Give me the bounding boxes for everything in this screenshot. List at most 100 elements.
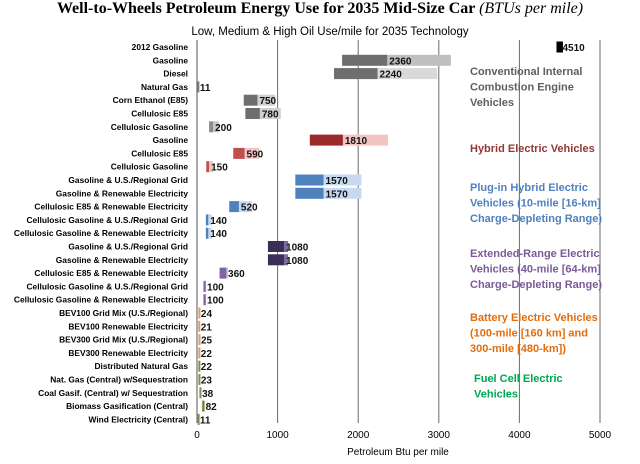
value-label: 21 <box>201 322 213 333</box>
category-label: Biomass Gasification (Central) <box>66 401 188 411</box>
bar-low-range <box>219 267 227 279</box>
bar-low-range <box>199 387 202 399</box>
value-label: 1810 <box>345 136 368 147</box>
category-label: Wind Electricity (Central) <box>88 414 188 424</box>
bar-high-range <box>208 227 212 239</box>
category-label: Cellulosic E85 <box>131 109 188 119</box>
category-label: Cellulosic E85 <box>131 148 188 158</box>
bar-low-range <box>198 374 201 385</box>
value-label: 150 <box>211 163 228 174</box>
value-label: 23 <box>201 376 213 387</box>
bar-high-range <box>284 241 289 252</box>
group-legend-label: Fuel Cell Electric Vehicles <box>474 373 563 401</box>
value-label: 360 <box>228 269 245 280</box>
category-label: Cellulosic E85 & Renewable Electricity <box>34 268 188 278</box>
category-label: Coal Gasif. (Central) w/ Sequestration <box>38 388 188 398</box>
value-label: 750 <box>259 96 276 107</box>
bar-low-range <box>198 360 201 372</box>
value-label: 1080 <box>286 256 309 267</box>
x-tick-label: 1000 <box>266 430 289 441</box>
value-label: 38 <box>202 389 214 400</box>
value-labels: 4510 2360 2240 11 750 780 200 1810 590 150 1570 157… <box>200 43 585 426</box>
category-label: Cellulosic Gasoline & Renewable Electric… <box>14 228 188 238</box>
value-label: 140 <box>210 216 227 227</box>
value-label: 200 <box>215 123 232 134</box>
category-label: Distributed Natural Gas <box>94 361 188 371</box>
category-label: Cellulosic Gasoline <box>111 122 189 132</box>
value-label: 520 <box>241 203 258 214</box>
bar-high-range <box>244 147 260 159</box>
group-legend-label: Conventional Internal Combustion Engine Ve… <box>470 66 582 109</box>
bar-low-range <box>209 121 214 133</box>
bar-high-range <box>205 294 207 306</box>
bar-high-range <box>203 400 206 412</box>
x-tick-label: 0 <box>194 430 200 441</box>
value-label: 4510 <box>563 43 586 54</box>
bar-high-range <box>560 41 563 53</box>
value-label: 2240 <box>380 70 403 81</box>
value-label: 1570 <box>326 189 349 200</box>
category-label: BEV300 Grid Mix (U.S./Regional) <box>59 335 188 345</box>
x-axis-title: Petroleum Btu per mile <box>347 447 449 458</box>
gridlines <box>196 40 601 423</box>
value-label: 11 <box>200 83 211 94</box>
category-label: Diesel <box>163 69 188 79</box>
category-label: Natural Gas <box>141 82 188 92</box>
category-label: Gasoline & U.S./Regional Grid <box>68 242 188 252</box>
bar-low-range <box>205 214 209 226</box>
value-label: 2360 <box>389 56 412 67</box>
category-label: Gasoline & U.S./Regional Grid <box>68 175 188 185</box>
x-tick-label: 2000 <box>347 430 370 441</box>
category-label: Cellulosic Gasoline & U.S./Regional Grid <box>27 281 189 291</box>
category-label: Cellulosic E85 & Renewable Electricity <box>34 202 188 212</box>
group-legend-label: Extended-Range Electric Vehicles (40-mile… <box>470 248 602 291</box>
x-tick-label: 5000 <box>589 430 612 441</box>
x-tick-labels: 0 1000 2000 3000 4000 5000 <box>194 430 611 441</box>
bar-high-range <box>226 267 228 279</box>
bar-high-range <box>205 280 207 292</box>
x-tick-label: 3000 <box>428 430 451 441</box>
bar-low-range <box>198 307 201 319</box>
value-label: 82 <box>206 402 218 413</box>
value-label: 140 <box>210 229 227 240</box>
value-label: 22 <box>201 362 213 373</box>
bar-low-range <box>202 400 205 412</box>
group-legend: Conventional Internal Combustion Engine Ve… <box>470 66 602 401</box>
bar-high-range <box>213 121 219 133</box>
category-label: BEV100 Renewable Electricity <box>68 321 188 331</box>
group-legend-label: Plug-in Hybrid Electric Vehicles (10-mile… <box>470 182 602 225</box>
category-label: Gasoline <box>153 135 189 145</box>
bar-low-range <box>342 54 388 66</box>
bar-low-range <box>556 41 561 53</box>
bar-low-range <box>198 334 201 346</box>
category-labels: 2012 Gasoline Gasoline Diesel Natural Gas Co… <box>14 42 188 424</box>
category-label: Cellulosic Gasoline & Renewable Electric… <box>14 295 188 305</box>
bar-low-range <box>206 161 210 173</box>
bar-high-range <box>257 94 276 106</box>
bar-low-range <box>203 294 206 306</box>
value-label: 11 <box>200 415 211 426</box>
bar-low-range <box>243 94 258 106</box>
bar-low-range <box>198 320 201 332</box>
x-tick-label: 4000 <box>508 430 531 441</box>
bar-low-range <box>203 280 206 292</box>
value-label: 100 <box>207 282 224 293</box>
value-label: 25 <box>201 336 213 347</box>
chart-subtitle: Low, Medium & High Oil Use/mile for 2035… <box>191 26 468 38</box>
bar-low-range <box>233 147 245 159</box>
group-legend-label: Hybrid Electric Vehicles <box>470 143 595 155</box>
bar-low-range <box>198 347 201 359</box>
value-label: 1080 <box>286 243 309 254</box>
bar-high-range <box>323 174 362 186</box>
bar-low-range <box>245 108 260 119</box>
bar-high-range <box>259 108 281 119</box>
bar-high-range <box>209 161 214 173</box>
category-label: Gasoline & Renewable Electricity <box>56 255 189 265</box>
category-label: Cellulosic Gasoline <box>111 162 189 172</box>
bar-low-range <box>267 241 285 252</box>
value-label: 24 <box>201 309 213 320</box>
bars <box>197 41 563 425</box>
category-label: BEV300 Renewable Electricity <box>68 348 188 358</box>
bar-low-range <box>197 81 200 93</box>
